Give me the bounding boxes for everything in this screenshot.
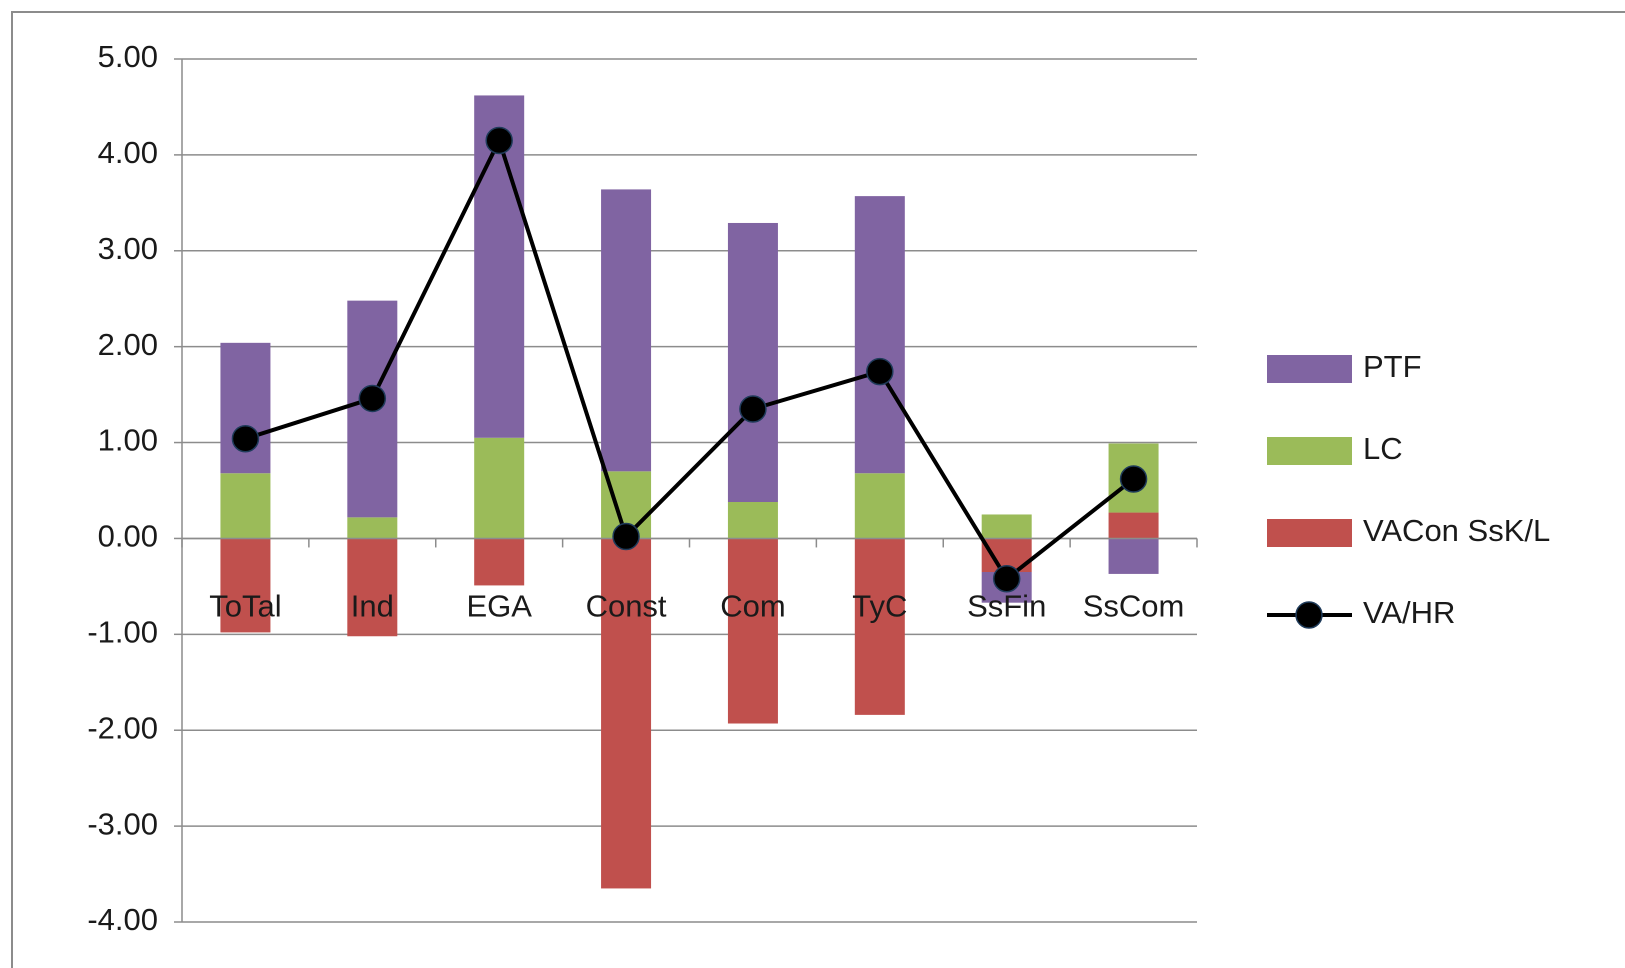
x-tick-label: Ind: [351, 589, 394, 624]
bar-segment: [981, 514, 1032, 539]
bar-segment: [347, 517, 398, 539]
legend-label: VACon SsK/L: [1363, 513, 1550, 548]
bar-segment: [854, 538, 905, 715]
bar-segment: [601, 538, 652, 889]
bar-segment: [1108, 538, 1159, 574]
bar-segment: [854, 196, 905, 474]
line-series: [244, 135, 1135, 582]
chart-frame: [11, 11, 1625, 968]
line-marker: [1119, 465, 1148, 493]
y-tick-label: 4.00: [98, 135, 158, 170]
y-tick-label: 1.00: [98, 423, 158, 458]
legend-label: VA/HR: [1363, 595, 1455, 630]
legend-label: PTF: [1363, 349, 1422, 384]
bar-segment: [601, 189, 652, 472]
y-tick-label: -3.00: [87, 806, 158, 841]
bar-segment: [220, 342, 271, 474]
y-tick-label: -2.00: [87, 710, 158, 745]
line-marker: [231, 424, 260, 453]
y-tick-label: 2.00: [98, 327, 158, 362]
y-tick-label: 3.00: [98, 231, 158, 266]
x-tick-label: ToTal: [209, 589, 281, 624]
legend-label: LC: [1363, 431, 1403, 466]
x-tick-label: EGA: [466, 589, 532, 624]
line-marker: [739, 395, 767, 423]
legend-swatch: [1267, 519, 1352, 547]
y-tick-label: -1.00: [87, 615, 158, 650]
x-tick-label: SsFin: [967, 589, 1046, 624]
bar-segment: [220, 473, 271, 539]
bar-segment: [474, 538, 525, 586]
line-marker: [485, 126, 513, 155]
x-tick-label: Const: [586, 589, 667, 624]
y-tick-label: 5.00: [98, 39, 158, 74]
legend-marker: [1295, 601, 1323, 629]
line-marker: [612, 522, 640, 551]
legend-swatch: [1267, 355, 1352, 383]
y-tick-label: 0.00: [98, 519, 158, 554]
line-marker: [992, 564, 1021, 593]
bar-segment: [1108, 512, 1159, 539]
line-marker: [866, 357, 894, 386]
x-tick-label: TyC: [852, 589, 907, 624]
bar-segment: [474, 437, 525, 539]
bar-segment: [854, 473, 905, 539]
line-marker: [358, 384, 387, 413]
bar-segment: [727, 222, 778, 503]
x-tick-label: SsCom: [1083, 589, 1185, 624]
bar-segment: [220, 538, 271, 633]
legend-swatch: [1267, 437, 1352, 465]
x-tick-label: Com: [720, 589, 785, 624]
bar-segment: [727, 502, 778, 539]
bar-segment: [347, 538, 398, 637]
bar-segment: [727, 538, 778, 724]
y-tick-label: -4.00: [87, 902, 158, 937]
